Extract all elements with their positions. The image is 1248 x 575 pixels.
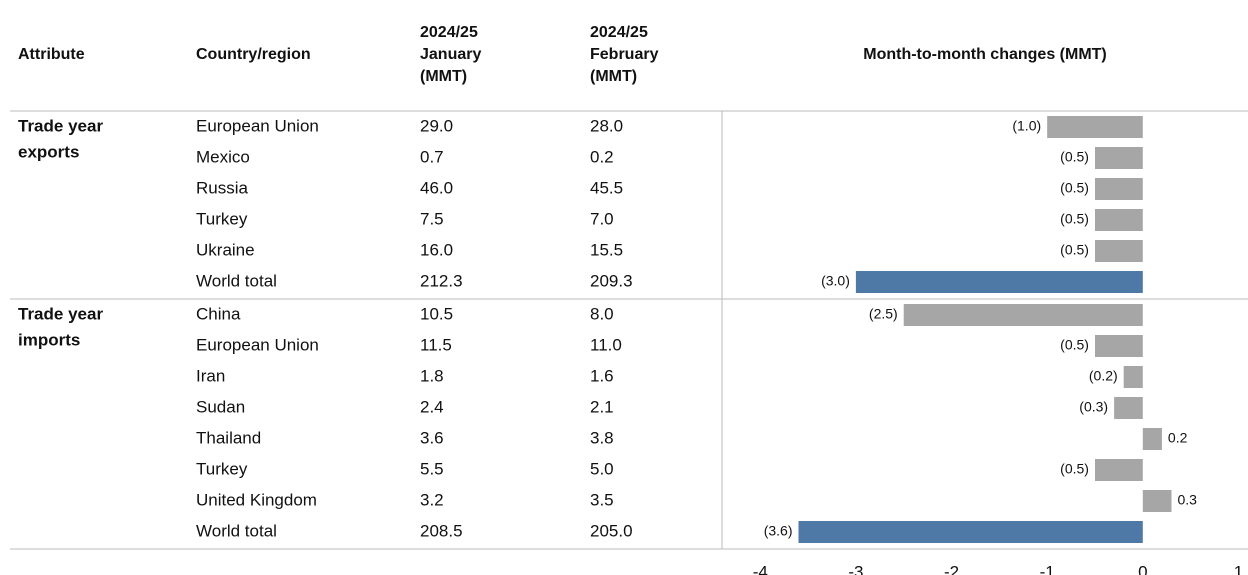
change-bar — [1114, 397, 1143, 419]
column-header: February — [590, 46, 659, 63]
change-bar — [1094, 178, 1143, 200]
january-value: 5.5 — [420, 459, 444, 478]
x-tick-label: 0 — [1138, 562, 1147, 575]
january-value: 3.2 — [420, 490, 444, 509]
change-label: (0.5) — [1060, 149, 1089, 165]
change-bar — [1094, 147, 1143, 169]
january-value: 11.5 — [420, 335, 452, 354]
february-value: 3.5 — [590, 490, 614, 509]
january-value: 29.0 — [420, 116, 453, 135]
change-bar — [798, 521, 1143, 543]
column-header: Attribute — [18, 46, 85, 63]
country: European Union — [196, 335, 319, 354]
february-value: 1.6 — [590, 366, 614, 385]
february-value: 0.2 — [590, 147, 614, 166]
column-header: Month-to-month changes (MMT) — [863, 46, 1107, 63]
country: Turkey — [196, 209, 248, 228]
country: Russia — [196, 178, 249, 197]
change-label: 0.2 — [1168, 430, 1188, 446]
x-tick-label: -1 — [1040, 562, 1055, 575]
change-bar — [903, 304, 1143, 326]
x-tick-label: -2 — [944, 562, 959, 575]
change-label: (0.5) — [1060, 180, 1089, 196]
change-bar — [1094, 335, 1143, 357]
change-bar — [1142, 428, 1162, 450]
february-value: 7.0 — [590, 209, 614, 228]
attribute-label: Trade year — [18, 304, 103, 323]
column-header: 2024/25 — [590, 24, 648, 41]
change-label: (0.5) — [1060, 461, 1089, 477]
change-label: (0.2) — [1089, 368, 1118, 384]
attribute-label: imports — [18, 330, 80, 349]
change-bar — [1123, 366, 1143, 388]
change-label: (0.5) — [1060, 337, 1089, 353]
change-label: (3.0) — [821, 273, 850, 289]
x-tick-label: -3 — [848, 562, 863, 575]
january-value: 46.0 — [420, 178, 453, 197]
country: China — [196, 304, 241, 323]
country: Iran — [196, 366, 225, 385]
february-value: 209.3 — [590, 271, 633, 290]
country: Sudan — [196, 397, 245, 416]
february-value: 15.5 — [590, 240, 623, 259]
january-value: 212.3 — [420, 271, 463, 290]
february-value: 5.0 — [590, 459, 614, 478]
change-bar — [1094, 240, 1143, 262]
change-bar — [1094, 209, 1143, 231]
attribute-label: exports — [18, 142, 79, 161]
february-value: 45.5 — [590, 178, 623, 197]
change-bar — [855, 271, 1143, 293]
change-label: (0.5) — [1060, 242, 1089, 258]
january-value: 16.0 — [420, 240, 453, 259]
country: Thailand — [196, 428, 261, 447]
january-value: 2.4 — [420, 397, 444, 416]
january-value: 10.5 — [420, 304, 453, 323]
february-value: 3.8 — [590, 428, 614, 447]
change-bar — [1094, 459, 1143, 481]
country: European Union — [196, 116, 319, 135]
country: United Kingdom — [196, 490, 317, 509]
change-label: 0.3 — [1177, 492, 1197, 508]
january-value: 3.6 — [420, 428, 444, 447]
country: Turkey — [196, 459, 248, 478]
change-label: (0.5) — [1060, 211, 1089, 227]
country: World total — [196, 271, 277, 290]
february-value: 205.0 — [590, 521, 633, 540]
country: Ukraine — [196, 240, 255, 259]
january-value: 0.7 — [420, 147, 444, 166]
february-value: 11.0 — [590, 335, 622, 354]
january-value: 1.8 — [420, 366, 444, 385]
column-header: January — [420, 46, 481, 63]
x-tick-label: -4 — [753, 562, 768, 575]
column-header: (MMT) — [590, 68, 637, 85]
february-value: 28.0 — [590, 116, 623, 135]
column-header: 2024/25 — [420, 24, 478, 41]
change-label: (0.3) — [1079, 399, 1108, 415]
change-label: (2.5) — [869, 306, 898, 322]
february-value: 2.1 — [590, 397, 614, 416]
x-tick-label: 1 — [1234, 562, 1243, 575]
january-value: 208.5 — [420, 521, 463, 540]
column-header: (MMT) — [420, 68, 467, 85]
change-bar — [1047, 116, 1143, 138]
country: Mexico — [196, 147, 250, 166]
attribute-label: Trade year — [18, 116, 103, 135]
change-label: (1.0) — [1012, 118, 1041, 134]
country: World total — [196, 521, 277, 540]
february-value: 8.0 — [590, 304, 614, 323]
change-label: (3.6) — [764, 523, 793, 539]
change-bar — [1142, 490, 1172, 512]
january-value: 7.5 — [420, 209, 444, 228]
column-header: Country/region — [196, 46, 311, 63]
